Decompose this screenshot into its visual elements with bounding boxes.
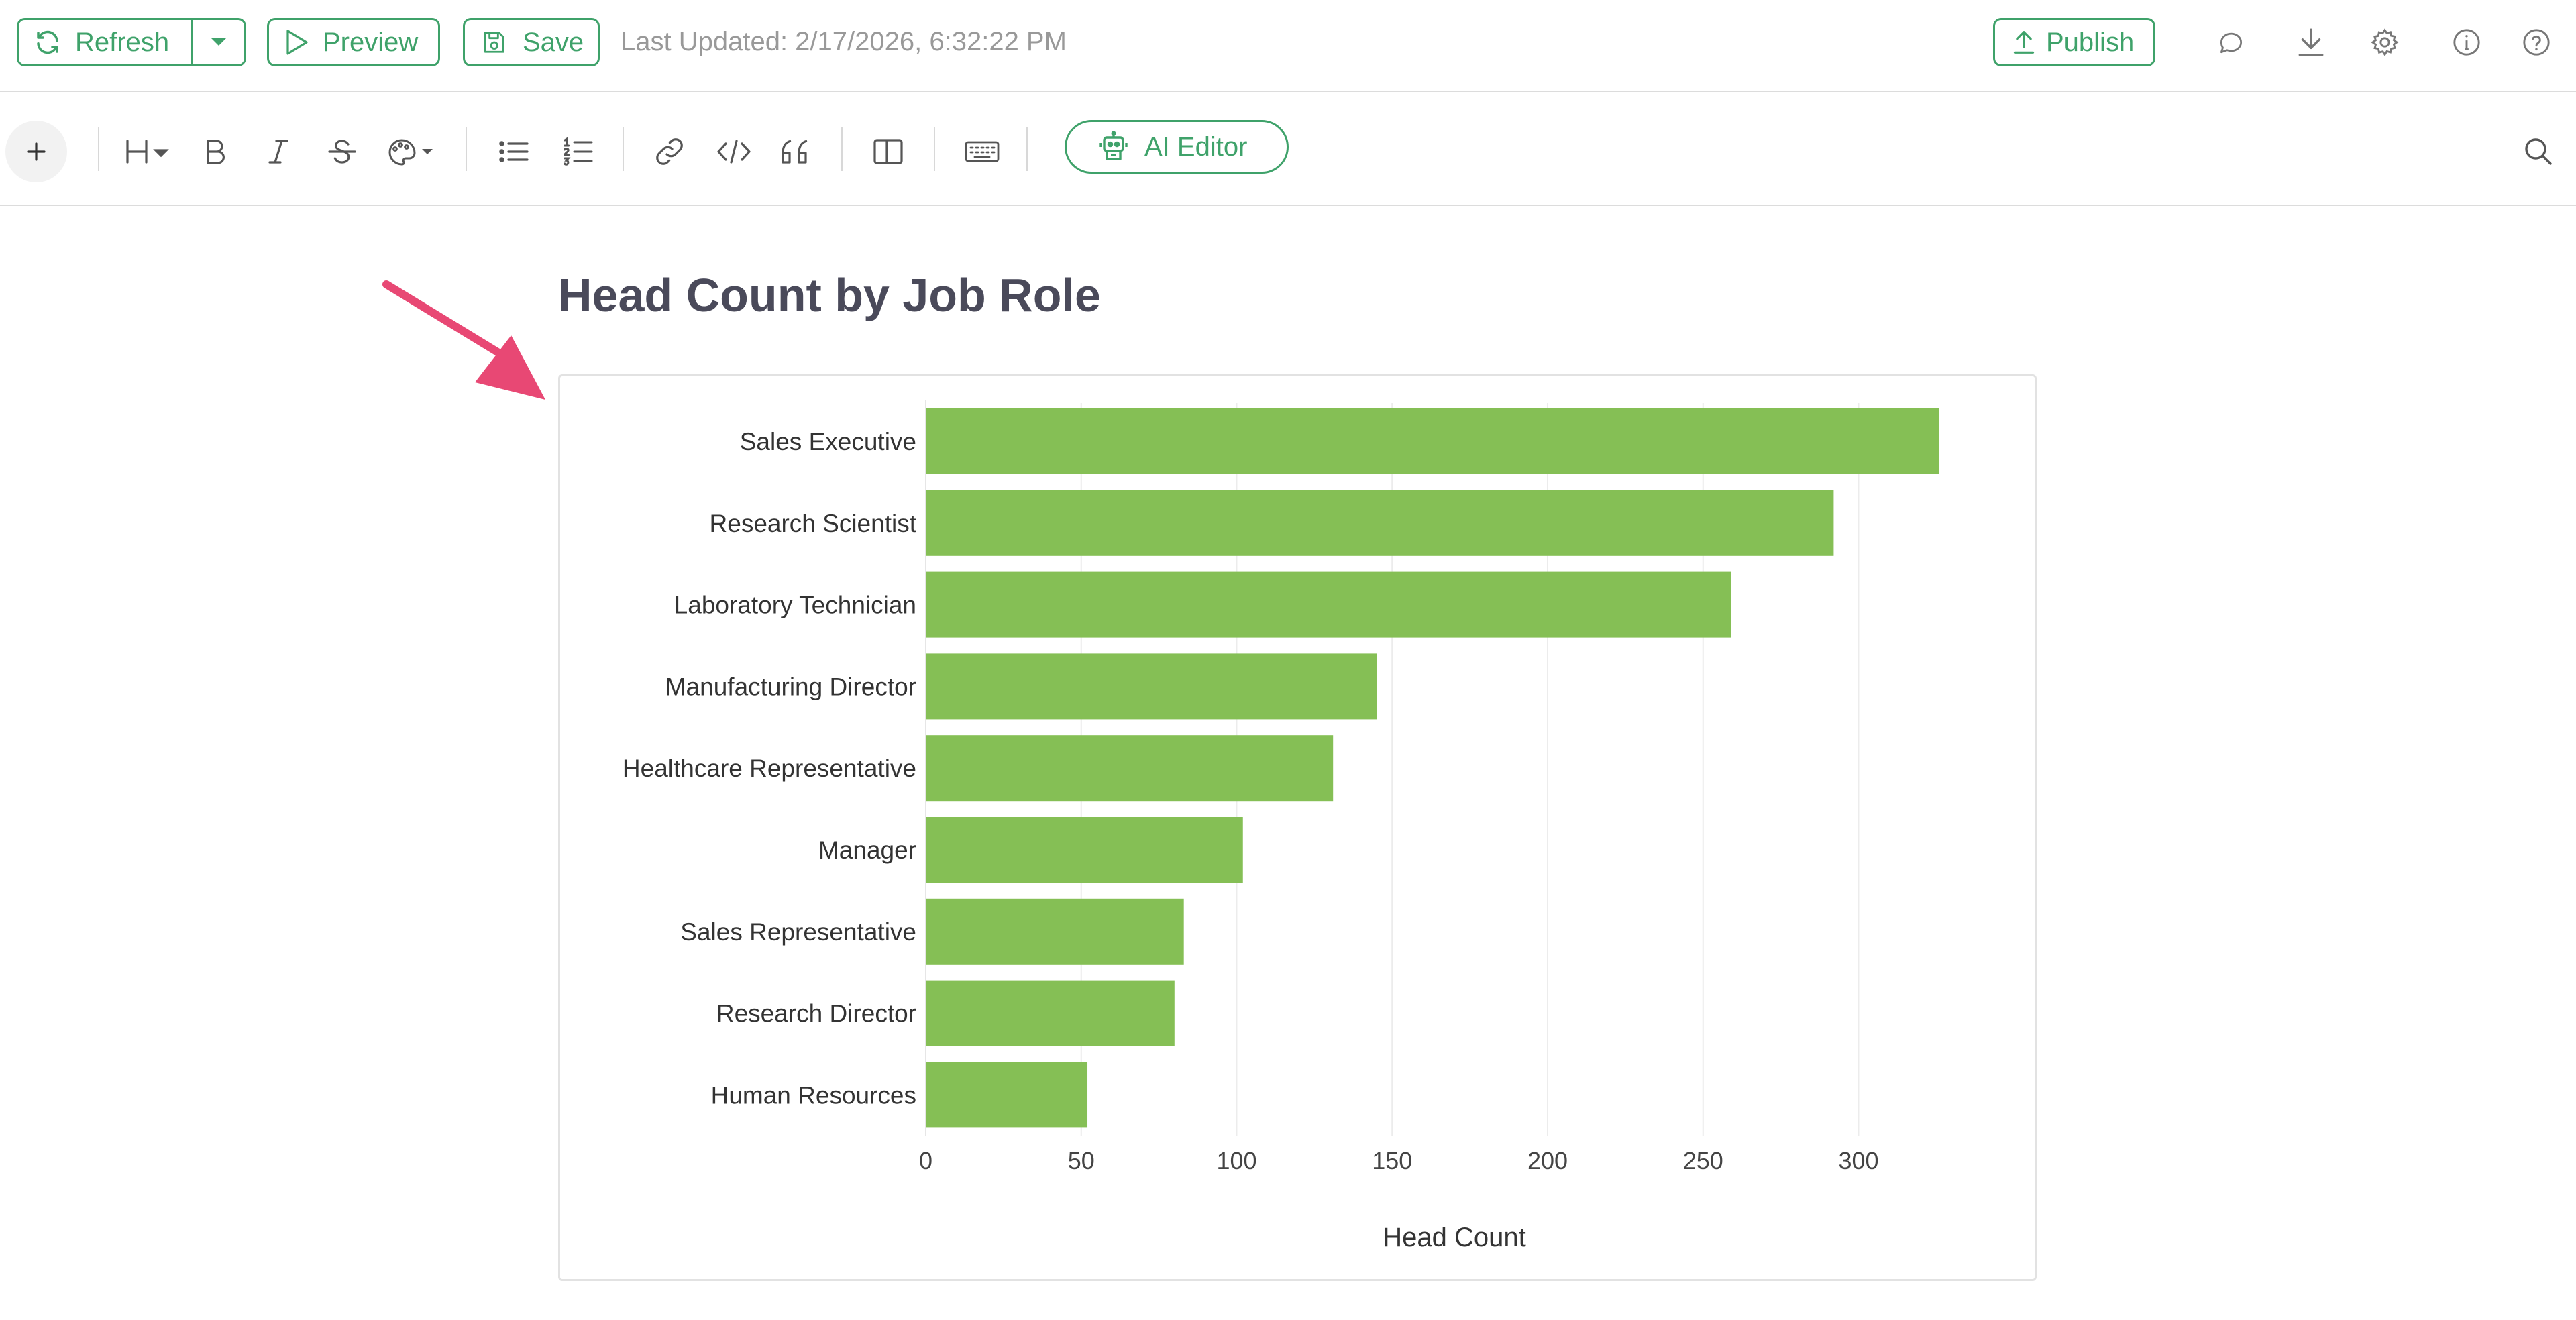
top-bar: Refresh Preview Save Last Updated: 2/17/… [0,0,2576,92]
strikethrough-icon[interactable] [323,129,361,174]
play-icon [285,29,309,56]
help-icon[interactable] [2520,25,2553,59]
upload-icon [2012,30,2035,55]
x-tick-label: 250 [1683,1147,1723,1174]
numbered-list-icon[interactable] [558,129,598,174]
add-block-button[interactable] [5,121,67,182]
bar[interactable] [926,817,1243,883]
robot-icon [1097,131,1130,163]
y-category-label: Laboratory Technician [674,592,916,619]
editor-toolbar: AI Editor [0,92,2576,206]
chevron-down-icon [210,37,227,48]
x-tick-label: 0 [919,1147,932,1174]
quote-icon[interactable] [775,129,818,174]
bar-chart: Sales Executive Research Scientist Laborat… [623,400,1940,1252]
save-button[interactable]: Save [463,18,600,66]
y-category-label: Sales Representative [680,918,916,946]
y-category-label: Sales Executive [740,428,916,455]
bar[interactable] [926,571,1731,638]
toolbar-divider [1026,127,1028,171]
x-tick-label: 300 [1838,1147,1878,1174]
bold-icon[interactable] [199,129,232,174]
download-icon[interactable] [2294,25,2328,59]
italic-icon[interactable] [262,129,295,174]
x-tick-label: 200 [1527,1147,1568,1174]
toolbar-divider [466,127,467,171]
publish-button[interactable]: Publish [1993,18,2155,66]
y-category-label: Human Resources [711,1081,916,1109]
plus-icon [25,141,47,162]
gear-icon[interactable] [2368,25,2402,59]
refresh-button-group: Refresh [17,18,246,66]
preview-label: Preview [323,27,419,57]
refresh-label: Refresh [75,27,170,57]
save-icon [481,30,506,55]
chart-container[interactable]: Sales Executive Research Scientist Laborat… [558,374,2037,1281]
bar[interactable] [926,898,1184,965]
y-category-label: Healthcare Representative [623,755,916,782]
annotation-arrow [376,275,550,409]
bullet-list-icon[interactable] [494,129,534,174]
heading-icon[interactable] [122,129,176,174]
x-tick-label: 50 [1068,1147,1095,1174]
bar[interactable] [926,490,1834,556]
bar[interactable] [926,1062,1088,1128]
block-title: Head Count by Job Role [558,269,1101,321]
toolbar-divider [98,127,99,171]
keyboard-icon[interactable] [961,129,1004,174]
ai-editor-button[interactable]: AI Editor [1065,120,1289,174]
refresh-dropdown-button[interactable] [191,20,244,64]
refresh-icon [34,28,62,56]
bar[interactable] [926,408,1940,474]
refresh-button[interactable]: Refresh [19,20,191,64]
y-category-label: Manager [818,836,916,864]
y-category-label: Research Scientist [710,510,917,537]
columns-icon[interactable] [868,129,908,174]
last-updated-text: Last Updated: 2/17/2026, 6:32:22 PM [621,27,1067,56]
x-tick-label: 100 [1216,1147,1256,1174]
bar[interactable] [926,735,1334,802]
link-icon[interactable] [649,129,690,174]
y-category-label: Research Director [716,1000,916,1028]
x-axis-title: Head Count [1383,1223,1525,1252]
preview-button[interactable]: Preview [267,18,440,66]
comment-icon[interactable] [2214,25,2248,59]
save-label: Save [523,27,584,57]
info-icon[interactable] [2450,25,2483,59]
ai-editor-label: AI Editor [1144,131,1248,162]
toolbar-divider [934,127,935,171]
bar[interactable] [926,980,1175,1046]
toolbar-divider [841,127,843,171]
search-icon[interactable] [2518,129,2559,174]
palette-icon[interactable] [385,129,439,174]
x-tick-label: 150 [1372,1147,1412,1174]
y-category-label: Manufacturing Director [665,673,916,700]
toolbar-divider [623,127,624,171]
bar[interactable] [926,653,1377,720]
code-icon[interactable] [712,129,755,174]
publish-label: Publish [2046,27,2135,57]
